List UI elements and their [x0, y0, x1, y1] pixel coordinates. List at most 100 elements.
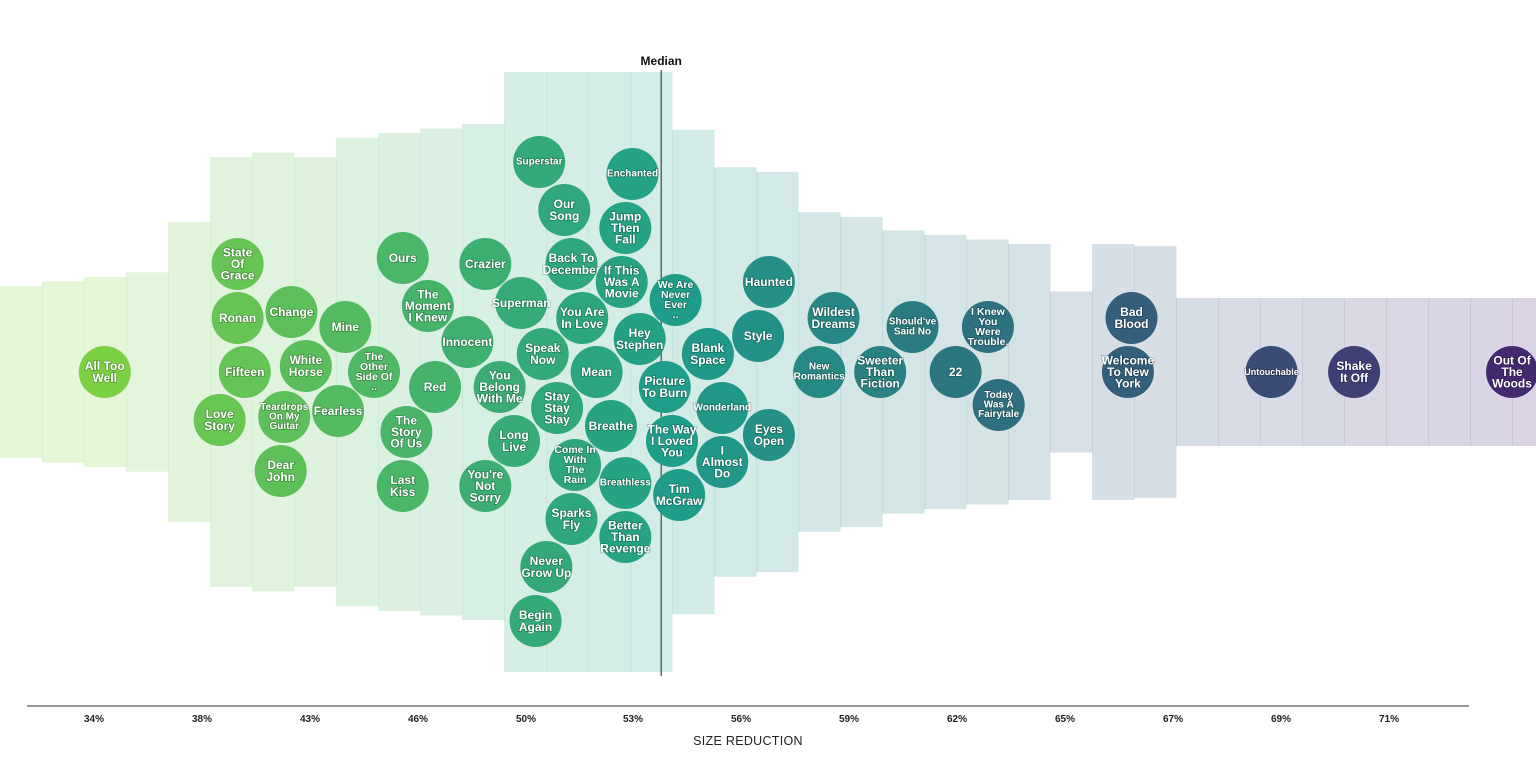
- song-bubble-circle[interactable]: [606, 148, 659, 200]
- song-bubble[interactable]: Change: [265, 286, 318, 338]
- song-bubble-circle[interactable]: [807, 292, 860, 344]
- song-bubble[interactable]: Ours: [376, 232, 429, 284]
- song-bubble[interactable]: Fearless: [312, 385, 365, 437]
- song-bubble[interactable]: Mean: [570, 346, 623, 398]
- song-bubble-circle[interactable]: [495, 277, 548, 329]
- song-bubble[interactable]: Fifteen: [218, 346, 271, 398]
- song-bubble-circle[interactable]: [459, 238, 512, 290]
- song-bubble-circle[interactable]: [211, 238, 264, 290]
- song-bubble-circle[interactable]: [376, 460, 429, 512]
- song-bubble-circle[interactable]: [380, 406, 433, 458]
- song-bubble-circle[interactable]: [538, 184, 591, 236]
- song-bubble-circle[interactable]: [401, 280, 454, 332]
- song-bubble-circle[interactable]: [265, 286, 318, 338]
- song-bubble-circle[interactable]: [599, 202, 652, 254]
- song-bubble-circle[interactable]: [793, 346, 846, 398]
- song-bubble[interactable]: Superman: [491, 277, 551, 329]
- song-bubble-circle[interactable]: [653, 469, 706, 521]
- song-bubble[interactable]: Superstar: [513, 136, 566, 188]
- song-bubble-circle[interactable]: [193, 394, 246, 446]
- song-bubble-circle[interactable]: [312, 385, 365, 437]
- song-bubble-circle[interactable]: [599, 457, 652, 509]
- song-bubble-circle[interactable]: [595, 256, 648, 308]
- song-bubble-circle[interactable]: [742, 409, 795, 461]
- song-bubble[interactable]: Innocent: [441, 316, 494, 368]
- song-bubble-circle[interactable]: [1105, 292, 1158, 344]
- song-bubble-circle[interactable]: [376, 232, 429, 284]
- song-bubble-circle[interactable]: [279, 340, 332, 392]
- song-bubble[interactable]: Enchanted: [606, 148, 659, 200]
- song-bubble[interactable]: Untouchable: [1243, 346, 1300, 398]
- song-bubble-circle[interactable]: [549, 439, 602, 491]
- song-bubble[interactable]: Mine: [319, 301, 372, 353]
- song-bubble-circle[interactable]: [696, 436, 749, 488]
- song-bubble-circle[interactable]: [441, 316, 494, 368]
- song-bubble-circle[interactable]: [258, 391, 311, 443]
- song-bubble-circle[interactable]: [584, 400, 637, 452]
- song-bubble[interactable]: Wonderland: [693, 382, 752, 434]
- song-bubble-circle[interactable]: [473, 361, 526, 413]
- song-bubble-circle[interactable]: [681, 328, 734, 380]
- song-bubble[interactable]: Red: [409, 361, 462, 413]
- song-bubble-circle[interactable]: [78, 346, 131, 398]
- song-bubble-circle[interactable]: [961, 301, 1014, 353]
- song-bubble-circle[interactable]: [513, 136, 566, 188]
- song-bubble-circle[interactable]: [254, 445, 307, 497]
- song-bubble-circle[interactable]: [645, 415, 698, 467]
- song-bubble[interactable]: Crazier: [459, 238, 512, 290]
- song-bubble-circle[interactable]: [319, 301, 372, 353]
- song-bubble-circle[interactable]: [545, 238, 598, 290]
- song-bubble-circle[interactable]: [638, 361, 691, 413]
- song-bubble-circle[interactable]: [516, 328, 569, 380]
- song-bubble-circle[interactable]: [509, 595, 562, 647]
- song-bubble[interactable]: Breathe: [584, 400, 637, 452]
- song-bubble-circle[interactable]: [972, 379, 1025, 431]
- song-bubble-circle[interactable]: [696, 382, 749, 434]
- song-bubble-circle[interactable]: [649, 274, 702, 326]
- song-bubble-circle[interactable]: [531, 382, 584, 434]
- song-bubble[interactable]: Haunted: [742, 256, 795, 308]
- song-bubble-circle[interactable]: [488, 415, 541, 467]
- song-bubble[interactable]: Style: [732, 310, 785, 362]
- song-bubble-circle[interactable]: [1328, 346, 1381, 398]
- song-bubble-circle[interactable]: [545, 493, 598, 545]
- song-bubble[interactable]: Breathless: [599, 457, 652, 509]
- song-bubble-circle[interactable]: [599, 511, 652, 563]
- song-bubble-circle[interactable]: [1245, 346, 1298, 398]
- song-bubble-circle[interactable]: [1101, 346, 1154, 398]
- song-bubble-circle[interactable]: [409, 361, 462, 413]
